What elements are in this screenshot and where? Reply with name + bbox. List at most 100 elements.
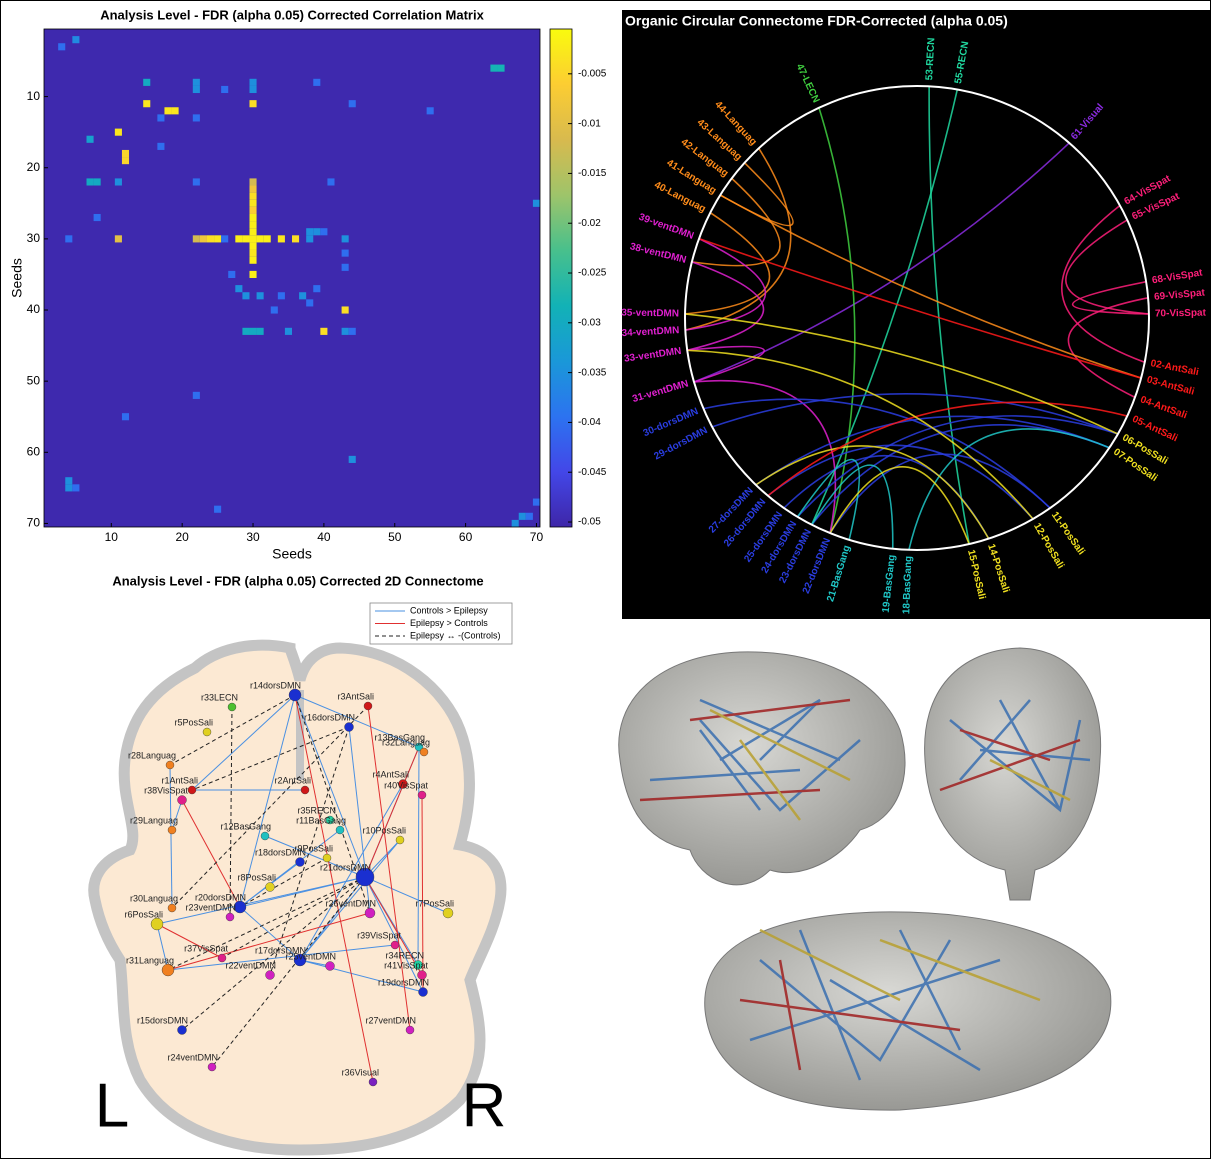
heatmap-cell (342, 306, 349, 313)
network-node (323, 854, 331, 862)
heatmap-cell (249, 200, 256, 207)
heatmap-cell (65, 484, 72, 491)
network-node (289, 689, 301, 701)
heatmap-cell (320, 228, 327, 235)
heatmap-cell (193, 79, 200, 86)
network-node-label: r3AntSali (337, 691, 374, 701)
heatmap-cell (306, 235, 313, 242)
network-node-label: r36Visual (342, 1067, 379, 1077)
network-node (178, 1026, 187, 1035)
network-node-label: r10PosSali (362, 825, 406, 835)
heatmap-cell (94, 178, 101, 185)
network-node-label: r24ventDMN (167, 1052, 218, 1062)
heatmap-cell (94, 214, 101, 221)
x-tick-label: 30 (246, 530, 260, 544)
heatmap-cell (533, 200, 540, 207)
y-tick-label: 60 (27, 444, 41, 458)
heatmap-cell (249, 242, 256, 249)
colorbar-tick-label: -0.025 (578, 268, 607, 279)
network-node-label: r2AntSali (274, 775, 311, 785)
heatmap-cell (193, 178, 200, 185)
network-node (151, 918, 163, 930)
heatmap-cell (115, 235, 122, 242)
network-node-label: r26ventDMN (325, 898, 376, 908)
network-node (168, 826, 176, 834)
network-node (178, 796, 187, 805)
network-node (391, 941, 399, 949)
colorbar-tick-label: -0.02 (578, 218, 601, 229)
network-node (261, 832, 269, 840)
heatmap-cell (115, 129, 122, 136)
heatmap-cell (249, 178, 256, 185)
y-tick-label: 10 (27, 89, 41, 103)
heatmap-cell (193, 392, 200, 399)
chord-node-label: 18-BasGang (901, 556, 914, 615)
colorbar-tick-label: -0.015 (578, 168, 607, 179)
y-tick-label: 30 (27, 231, 41, 245)
heatmap-cell (271, 306, 278, 313)
network-node (208, 1063, 216, 1071)
heatmap-cell (72, 36, 79, 43)
network-node-label: r20dorsDMN (195, 892, 246, 902)
heatmap-cell (349, 328, 356, 335)
chord-node-label: 53-RECN (924, 37, 937, 80)
heatmap-cell (235, 285, 242, 292)
heatmap-cell (313, 285, 320, 292)
chord-node-label: 70-VisSpat (1155, 308, 1207, 320)
heatmap-cell (143, 100, 150, 107)
heatmap-cell (221, 235, 228, 242)
heatmap-cell (172, 107, 179, 114)
heatmap-cell (278, 292, 285, 299)
heatmap-cell (490, 65, 497, 72)
heatmap-cell (242, 328, 249, 335)
network-node (168, 904, 176, 912)
heatmap-cell (157, 114, 164, 121)
network-node (420, 748, 428, 756)
side-label: L (95, 1071, 129, 1140)
heatmap-cell (193, 235, 200, 242)
heatmap-cell (257, 235, 264, 242)
network-node (228, 703, 236, 711)
heatmap-cell (342, 264, 349, 271)
x-axis-label: Seeds (272, 546, 312, 562)
x-tick-label: 50 (388, 530, 402, 544)
heatmap-cell (249, 100, 256, 107)
heatmap-cell (249, 221, 256, 228)
network-node (364, 702, 372, 710)
heatmap-cell (65, 477, 72, 484)
network-node-label: r15dorsDMN (137, 1015, 188, 1025)
network-node (406, 1026, 414, 1034)
network-node (296, 858, 305, 867)
heatmap-cell (122, 413, 129, 420)
network-node (365, 908, 375, 918)
heatmap-cell (249, 257, 256, 264)
heatmap-cell (122, 150, 129, 157)
heatmap-cell (249, 207, 256, 214)
network-node-label: r11BasGang (296, 815, 346, 825)
heatmap-cell (285, 328, 292, 335)
heatmap-background (44, 29, 540, 527)
network-node-label: r8PosSali (237, 872, 276, 882)
heatmap-cell (115, 178, 122, 185)
heatmap-cell (249, 328, 256, 335)
heatmap-cell (200, 235, 207, 242)
chord-node-label: 35-ventDMN (621, 307, 679, 319)
x-tick-label: 10 (105, 530, 119, 544)
heatmap-cell (65, 235, 72, 242)
legend-label: Controls > Epilepsy (410, 605, 488, 615)
heatmap-cell (519, 513, 526, 520)
heatmap-cell (164, 107, 171, 114)
y-tick-label: 50 (27, 373, 41, 387)
heatmap-cell (299, 292, 306, 299)
network-node-label: r33LECN (201, 692, 238, 702)
network-node (326, 962, 335, 971)
network-node-label: r6PosSali (124, 909, 163, 919)
heatmap-cell (72, 484, 79, 491)
heatmap-cell (143, 79, 150, 86)
heatmap-cell (327, 178, 334, 185)
network-node (188, 786, 196, 794)
heatmap-cell (342, 235, 349, 242)
colorbar-tick-label: -0.04 (578, 417, 601, 428)
heatmap-cell (228, 271, 235, 278)
heatmap-cell (249, 271, 256, 278)
